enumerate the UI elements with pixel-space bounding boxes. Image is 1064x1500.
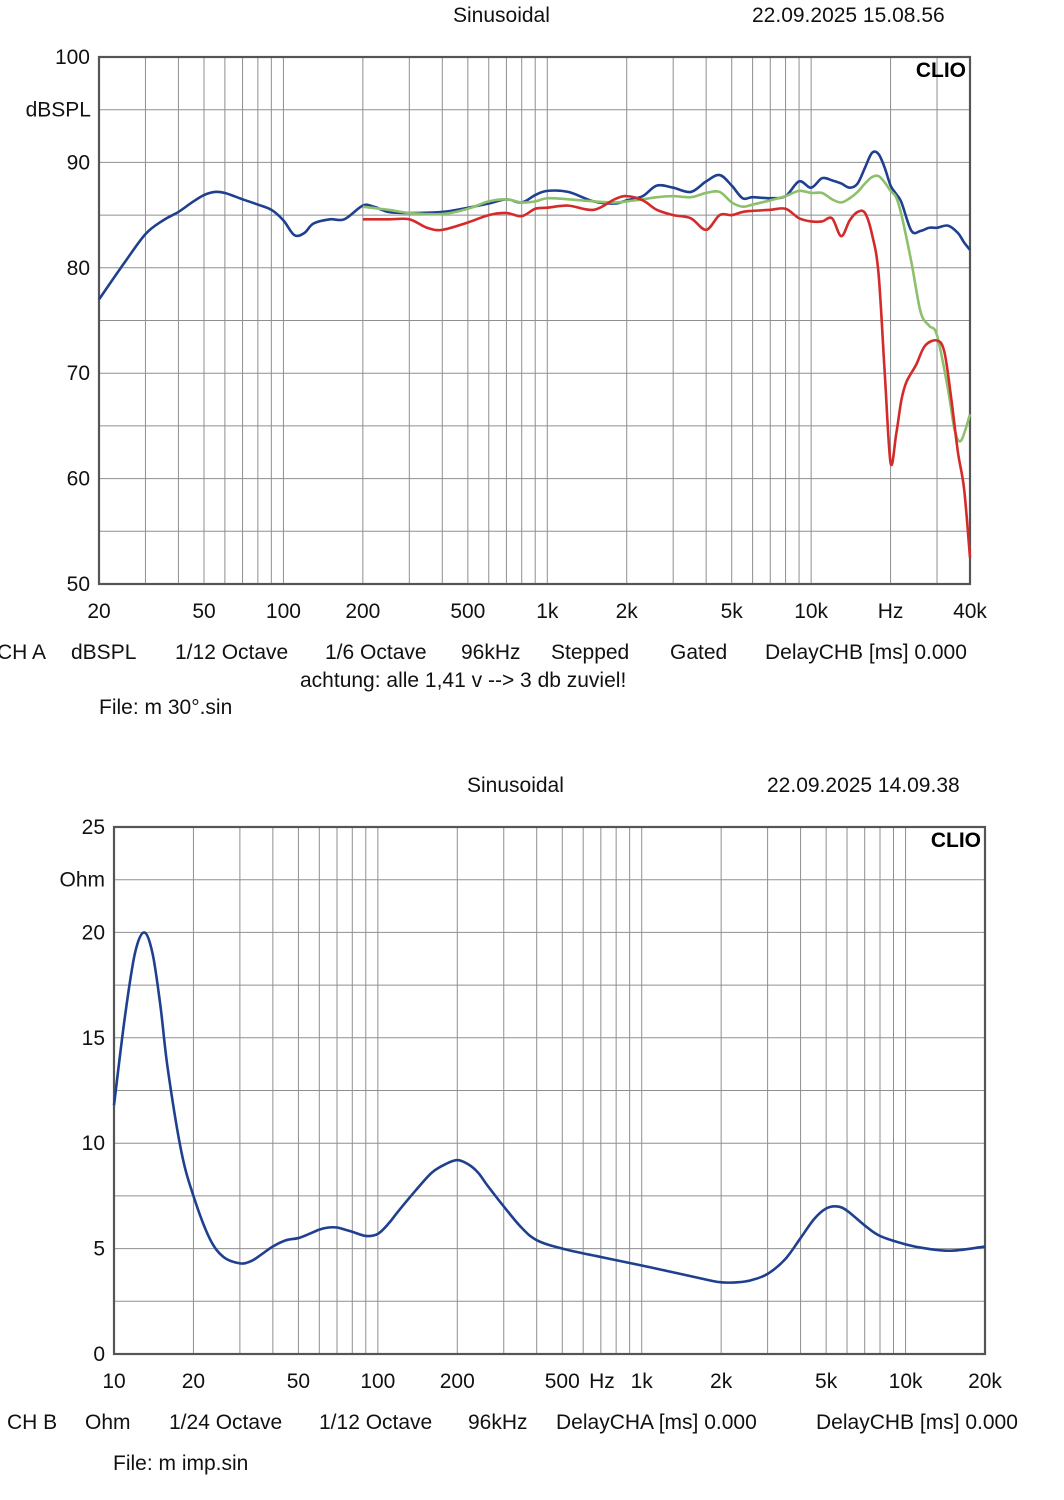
footer-delay: DelayCHB [ms] 0.000 <box>765 641 967 664</box>
x-tick-label: Hz <box>878 600 904 623</box>
y-tick-label: 50 <box>67 573 90 596</box>
x-tick-label: 100 <box>360 1370 395 1393</box>
y-axis-label: dBSPL <box>26 99 91 122</box>
footer-smoothing: 1/12 Octave <box>175 641 289 664</box>
x-tick-label: 20 <box>87 600 110 623</box>
y-tick-label: 15 <box>82 1027 105 1050</box>
y-tick-label: 60 <box>67 468 90 491</box>
x-tick-label: 10k <box>794 600 828 623</box>
y-tick-label: 80 <box>67 257 90 280</box>
series-line-1 <box>362 174 972 443</box>
footer-delay-a: DelayCHA [ms] 0.000 <box>556 1411 757 1434</box>
y-tick-label: 20 <box>82 921 105 944</box>
x-tick-label: 1k <box>536 600 559 623</box>
x-tick-label: 10 <box>102 1370 125 1393</box>
x-tick-label: 500 <box>450 600 485 623</box>
impedance-panel: Sinusoidal 22.09.2025 14.09.38 25 20 15 10 5… <box>0 770 1064 1500</box>
x-tick-label: 5k <box>721 600 744 623</box>
chart-timestamp: 22.09.2025 14.09.38 <box>767 774 960 797</box>
footer-channel: CH B <box>7 1411 58 1434</box>
footer-gating: Gated <box>670 641 728 664</box>
footer-resolution: 1/12 Octave <box>319 1411 433 1434</box>
series-line-2 <box>362 194 972 558</box>
footer-unit: dBSPL <box>71 641 137 664</box>
x-tick-label: 200 <box>440 1370 475 1393</box>
y-tick-label: 70 <box>67 362 90 385</box>
frequency-response-panel: Sinusoidal 22.09.2025 15.08.56 100 90 80 70… <box>0 0 1064 740</box>
footer-delay-b: DelayCHB [ms] 0.000 <box>816 1411 1018 1434</box>
grid <box>113 827 986 1354</box>
footer-smoothing: 1/24 Octave <box>169 1411 283 1434</box>
y-tick-label: 25 <box>82 816 105 839</box>
footer-channel: CH A <box>0 641 47 664</box>
x-tick-label: 10k <box>889 1370 923 1393</box>
footer-rate: 96kHz <box>461 641 521 664</box>
x-tick-label: 1k <box>631 1370 654 1393</box>
grid <box>98 57 971 584</box>
x-tick-label: Hz <box>589 1370 615 1393</box>
footer-rate: 96kHz <box>468 1411 528 1434</box>
footer-resolution: 1/6 Octave <box>325 641 427 664</box>
y-tick-label: 90 <box>67 151 90 174</box>
plot-frame <box>97 55 972 586</box>
chart-mode: Sinusoidal <box>453 4 550 27</box>
x-tick-label: 40k <box>953 600 987 623</box>
y-tick-label: 100 <box>55 46 90 69</box>
plot-frame <box>112 825 987 1356</box>
x-tick-label: 200 <box>345 600 380 623</box>
x-tick-label: 2k <box>710 1370 733 1393</box>
x-tick-label: 2k <box>616 600 639 623</box>
footer-mode: Stepped <box>551 641 630 664</box>
clio-logo: CLIO <box>931 829 981 852</box>
x-tick-label: 50 <box>287 1370 310 1393</box>
x-tick-label: 50 <box>192 600 215 623</box>
y-tick-label: 0 <box>93 1343 105 1366</box>
x-tick-label: 500 <box>545 1370 580 1393</box>
footer-file: File: m imp.sin <box>113 1452 249 1475</box>
footer-unit: Ohm <box>85 1411 131 1434</box>
chart-mode: Sinusoidal <box>467 774 564 797</box>
frequency-response-chart: 100 90 80 70 60 50 dBSPL 20 50 100 200 500 1k 2k 5k 10k… <box>26 46 988 623</box>
footer-note: achtung: alle 1,41 v --> 3 db zuviel! <box>300 669 627 692</box>
x-tick-label: 20k <box>968 1370 1002 1393</box>
x-tick-label: 20 <box>182 1370 205 1393</box>
y-tick-label: 10 <box>82 1132 105 1155</box>
footer-file: File: m 30°.sin <box>99 696 233 719</box>
clio-logo: CLIO <box>916 59 966 82</box>
y-axis-label: Ohm <box>59 869 105 892</box>
x-tick-label: 5k <box>815 1370 838 1393</box>
y-tick-label: 5 <box>93 1238 105 1261</box>
x-tick-label: 100 <box>266 600 301 623</box>
series-line-0 <box>112 931 986 1284</box>
series-line-0 <box>97 150 972 301</box>
chart-timestamp: 22.09.2025 15.08.56 <box>752 4 945 27</box>
